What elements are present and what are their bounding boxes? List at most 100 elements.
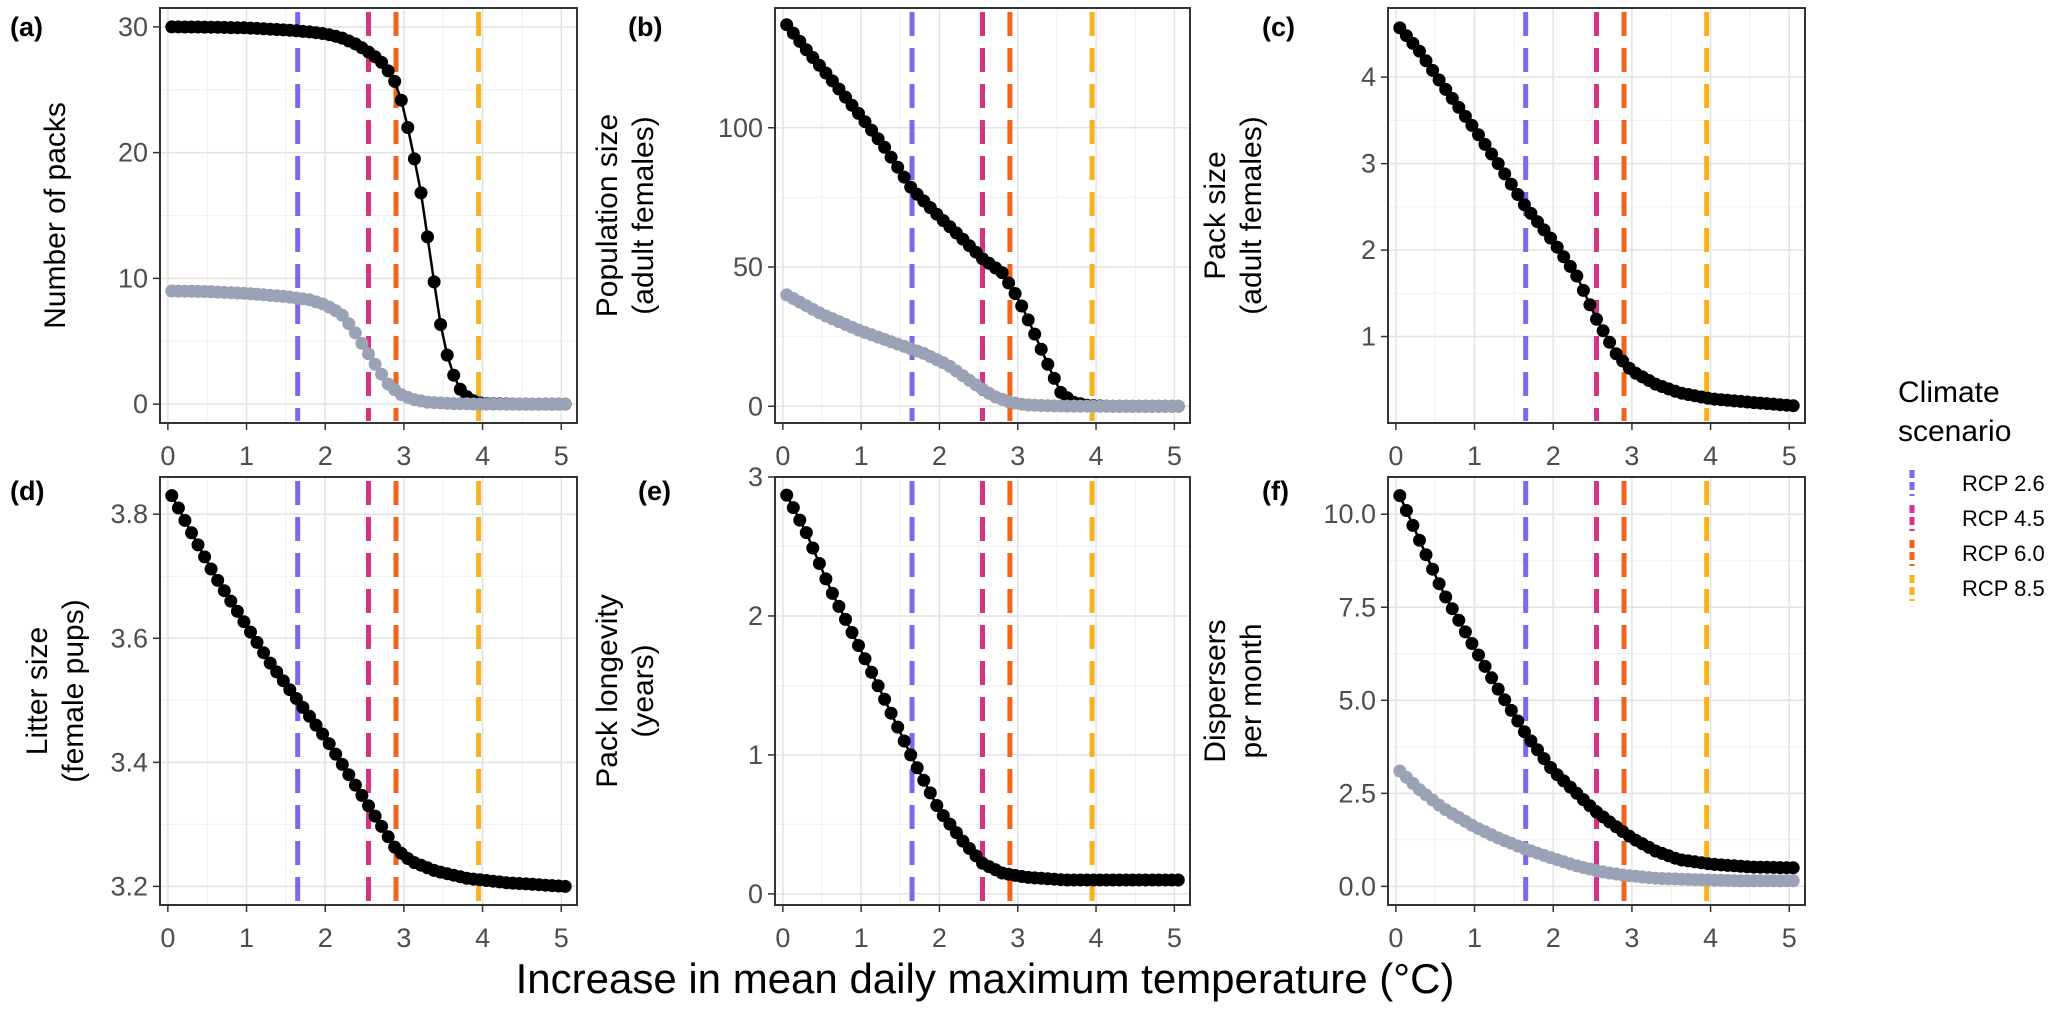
x-tick-label: 1 — [1467, 441, 1482, 471]
data-point — [348, 778, 362, 792]
data-point — [1550, 240, 1564, 254]
panel-5: 0 1 2 3 4 5 0 1 2 3 (e) Pack longevity (years) — [591, 462, 1191, 953]
data-point — [211, 573, 225, 587]
data-point — [1786, 399, 1800, 413]
x-tick-label: 5 — [1167, 441, 1182, 471]
data-point — [1478, 137, 1492, 151]
data-point — [447, 368, 461, 382]
data-point — [1426, 562, 1440, 576]
data-point — [289, 692, 303, 705]
data-point — [786, 501, 800, 515]
data-point — [1419, 54, 1433, 68]
data-point — [799, 526, 813, 540]
data-point — [244, 625, 257, 639]
data-point — [368, 809, 382, 823]
x-tick-label: 1 — [854, 441, 869, 471]
x-tick-label: 1 — [854, 923, 869, 953]
y-axis-title: Pack longevity — [591, 594, 624, 787]
y-tick-label: 30 — [118, 12, 148, 42]
data-point — [1596, 324, 1610, 338]
data-point — [276, 674, 290, 688]
legend-title-line1: Climate — [1898, 376, 2000, 409]
x-tick-label: 2 — [932, 441, 947, 471]
data-point — [362, 347, 375, 361]
data-point — [171, 501, 185, 515]
y-axis-title: (adult females) — [627, 116, 660, 314]
x-tick-label: 3 — [1624, 441, 1639, 471]
data-point — [1406, 518, 1420, 532]
data-point — [1576, 283, 1590, 297]
x-tick-label: 0 — [160, 923, 175, 953]
x-tick-label: 0 — [1388, 441, 1403, 471]
x-tick-label: 0 — [160, 441, 175, 471]
data-point — [780, 488, 794, 502]
data-point — [917, 773, 931, 787]
y-tick-label: 3 — [748, 462, 763, 492]
panel-tag: (a) — [10, 12, 43, 42]
data-point — [884, 706, 898, 720]
y-tick-label: 3.8 — [110, 499, 148, 529]
data-point — [362, 799, 375, 813]
legend-label-1: RCP 2.6 — [1962, 471, 2045, 496]
y-tick-label: 50 — [733, 252, 763, 282]
data-point — [1537, 752, 1551, 766]
x-tick-label: 3 — [396, 441, 411, 471]
y-tick-label: 0.0 — [1338, 871, 1376, 901]
data-point — [1413, 44, 1426, 58]
x-tick-label: 2 — [932, 923, 947, 953]
x-tick-label: 2 — [318, 441, 333, 471]
data-point — [355, 788, 369, 802]
data-point — [871, 679, 885, 693]
data-point — [1015, 299, 1029, 313]
data-point — [204, 562, 218, 576]
x-tick-label: 5 — [1782, 441, 1797, 471]
legend-title-line2: scenario — [1898, 415, 2011, 448]
data-point — [1439, 590, 1453, 604]
data-point — [1445, 91, 1459, 105]
y-tick-label: 2 — [1361, 235, 1376, 265]
data-point — [1517, 725, 1531, 739]
data-point — [1452, 613, 1466, 627]
data-point — [865, 665, 879, 679]
y-axis-title: Population size — [591, 114, 624, 317]
data-point — [1028, 327, 1042, 341]
x-tick-label: 3 — [1624, 923, 1639, 953]
data-point — [884, 150, 898, 164]
x-tick-label: 1 — [239, 923, 254, 953]
x-tick-label: 3 — [1010, 923, 1025, 953]
x-tick-label: 3 — [1010, 441, 1025, 471]
data-point — [1002, 276, 1016, 290]
y-tick-label: 4 — [1361, 62, 1376, 92]
x-tick-label: 5 — [554, 441, 569, 471]
x-tick-label: 2 — [1546, 923, 1561, 953]
data-point — [414, 186, 428, 200]
data-point — [1047, 371, 1061, 385]
x-tick-label: 4 — [475, 441, 490, 471]
data-point — [375, 367, 389, 381]
data-point — [381, 830, 395, 844]
data-point — [1485, 671, 1499, 685]
x-tick-label: 1 — [239, 441, 254, 471]
data-point — [1472, 648, 1485, 662]
y-axis-title: (years) — [627, 644, 660, 737]
data-point — [1491, 682, 1505, 696]
y-tick-label: 0 — [748, 879, 763, 909]
legend-label-2: RCP 4.5 — [1962, 506, 2045, 531]
data-point — [388, 74, 402, 88]
y-tick-label: 3.6 — [110, 623, 148, 653]
data-point — [891, 160, 905, 174]
data-point — [897, 734, 911, 748]
data-point — [1413, 533, 1426, 547]
data-point — [1504, 703, 1518, 717]
legend-item-4: RCP 8.5 — [1909, 575, 2045, 601]
y-tick-label: 5.0 — [1338, 685, 1376, 715]
panel-tag: (f) — [1262, 476, 1289, 506]
y-tick-label: 0 — [133, 389, 148, 419]
data-point — [165, 489, 179, 503]
data-point — [1452, 100, 1466, 114]
data-point — [191, 538, 205, 552]
x-axis-title: Increase in mean daily maximum temperatu… — [516, 955, 1455, 1002]
data-point — [309, 718, 323, 732]
data-point — [1570, 269, 1584, 283]
data-point — [1524, 734, 1538, 748]
